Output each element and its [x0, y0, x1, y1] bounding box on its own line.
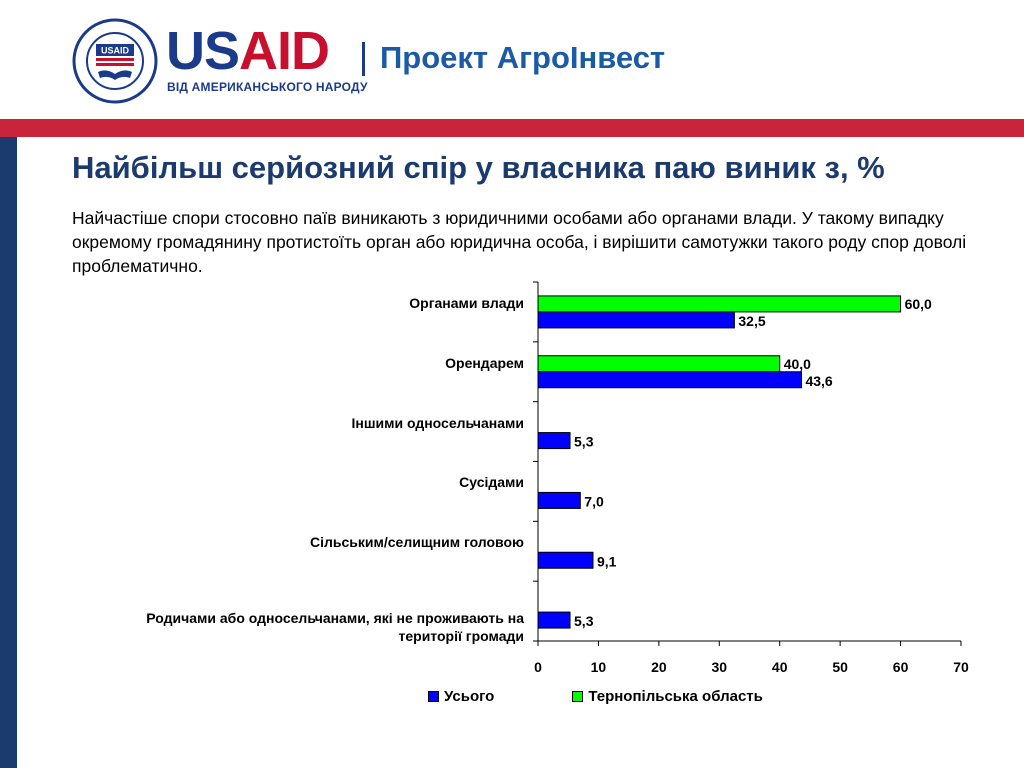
- project-name: Проект АгроІнвест: [380, 40, 666, 75]
- category-label: Сусідами: [459, 474, 524, 491]
- header-separator: [362, 42, 365, 76]
- legend-swatch-ternopil: [572, 691, 584, 702]
- legend-item-ternopil: Тернопільська область: [572, 688, 763, 705]
- legend-swatch-total: [428, 691, 439, 702]
- slide-title: Найбільш серйозний спір у власника паю в…: [72, 150, 885, 185]
- bar-total: [537, 371, 802, 389]
- x-tick-label: 40: [772, 659, 788, 675]
- header: USAID USAID ВІД АМЕРИКАНСЬКОГО НАРОДУ Пр…: [0, 0, 1024, 118]
- red-band: [0, 119, 1024, 137]
- left-band: [0, 137, 17, 768]
- category-label: Сільським/селищним головою: [310, 534, 524, 551]
- bar-total: [537, 611, 571, 629]
- bar-label-ternopil: 60,0: [905, 296, 932, 312]
- category-label: Родичами або односельчанами, які не прож…: [146, 610, 524, 645]
- slide-subtitle: Найчастіше спори стосовно паїв виникають…: [72, 208, 967, 276]
- legend-item-total: Усього: [428, 688, 494, 705]
- x-tick-label: 60: [893, 659, 909, 675]
- x-tick-label: 20: [651, 659, 667, 675]
- x-tick-label: 70: [953, 659, 969, 675]
- category-label: Органами влади: [409, 294, 524, 311]
- x-tick-label: 10: [591, 659, 607, 675]
- bar-label-ternopil: 40,0: [784, 356, 811, 372]
- bar-total: [537, 311, 735, 329]
- bar-label-total: 32,5: [738, 313, 765, 329]
- bar-total: [537, 432, 571, 450]
- svg-text:USAID: USAID: [101, 46, 130, 56]
- legend: Усього Тернопільська область: [428, 688, 841, 705]
- bar-ternopil: [537, 355, 781, 373]
- legend-label-ternopil: Тернопільська область: [588, 688, 763, 705]
- usaid-logo-us: US: [166, 21, 240, 81]
- bar-label-total: 5,3: [574, 434, 594, 450]
- category-label: Іншими односельчанами: [351, 414, 524, 431]
- bar-label-total: 7,0: [584, 493, 604, 509]
- bar-total: [537, 551, 594, 569]
- bar-ternopil: [537, 295, 902, 313]
- bar-label-total: 9,1: [597, 553, 617, 569]
- usaid-tagline: ВІД АМЕРИКАНСЬКОГО НАРОДУ: [167, 80, 368, 94]
- bar-label-total: 43,6: [805, 373, 832, 389]
- usaid-logo-aid: AID: [239, 21, 330, 81]
- legend-label-total: Усього: [444, 688, 495, 705]
- x-tick-label: 30: [711, 659, 727, 675]
- usaid-seal-icon: USAID: [72, 18, 158, 104]
- bar-label-total: 5,3: [574, 613, 594, 629]
- category-label: Орендарем: [445, 354, 524, 371]
- usaid-logo: USAID: [166, 21, 330, 81]
- x-tick-label: 50: [832, 659, 848, 675]
- bar-total: [537, 491, 581, 509]
- x-tick-label: 0: [534, 659, 542, 675]
